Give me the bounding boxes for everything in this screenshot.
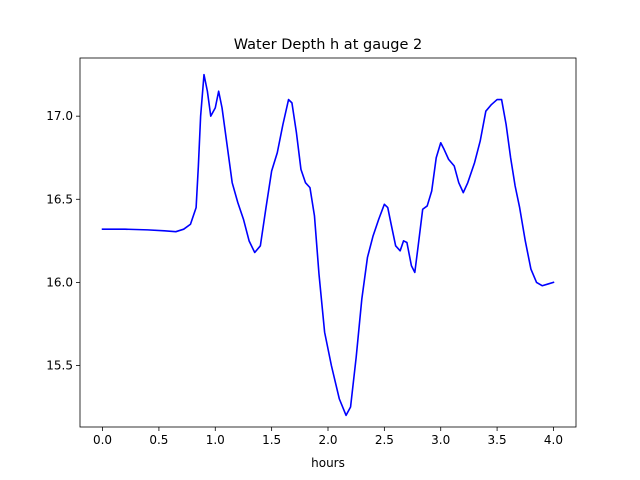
axes: 0.0 0.5 1.0 1.5 2.0 2.5 3.0 3.5 4.0 15.5 16.0 16.5 1… [46,57,577,447]
x-tick-label: 1.0 [206,433,225,447]
y-tick-label: 15.5 [46,359,73,373]
x-tick-label: 0.5 [149,433,168,447]
x-tick-label: 2.0 [318,433,337,447]
plot-area [101,73,555,417]
y-tick-label: 16.5 [46,192,73,206]
x-tick-label: 1.5 [262,433,281,447]
x-tick-label: 0.0 [93,433,112,447]
series-line-1 [101,73,555,417]
x-tick-label: 3.0 [431,433,450,447]
x-tick-label: 3.5 [488,433,507,447]
x-tick-label: 2.5 [375,433,394,447]
y-tick-label: 16.0 [46,275,73,289]
x-axis-label: hours [311,456,345,470]
x-tick-label: 4.0 [544,433,563,447]
y-tick-label: 17.0 [46,109,73,123]
chart-title: Water Depth h at gauge 2 [234,37,422,53]
